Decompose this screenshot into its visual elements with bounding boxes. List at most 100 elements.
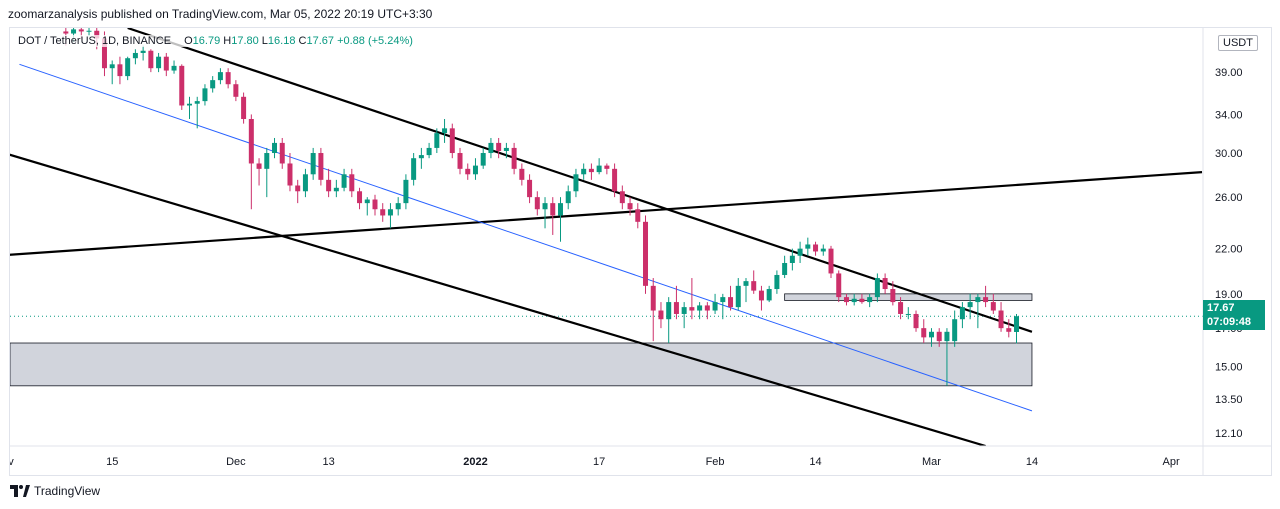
channel-upper (127, 28, 1033, 333)
x-tick-label: 15 (106, 456, 118, 468)
candle-body (967, 302, 973, 308)
y-tick-label: 26.00 (1215, 192, 1243, 204)
candle-body (341, 174, 347, 188)
candle-body (557, 203, 563, 216)
candle-body (186, 103, 192, 106)
plot-area (10, 28, 1203, 446)
candle-body (828, 248, 834, 274)
candle-body (503, 147, 509, 151)
candle-body (1006, 328, 1012, 332)
candle-body (1014, 316, 1020, 332)
candle-body (635, 209, 641, 222)
x-tick-label: Nov (10, 456, 14, 468)
candle-body (851, 298, 857, 303)
candle-body (735, 285, 741, 308)
candle-body (326, 179, 332, 192)
candle-body (387, 209, 393, 216)
candle-body (820, 248, 826, 252)
candle-body (712, 302, 718, 311)
candle-body (619, 191, 625, 204)
candle-body (604, 165, 610, 169)
candle-body (952, 319, 958, 342)
channel-lower (10, 153, 986, 446)
candle-body (874, 278, 880, 298)
candle-body (140, 50, 146, 53)
candle-body (217, 72, 223, 81)
candle-body (898, 302, 904, 314)
candle-body (959, 307, 965, 320)
candle-body (132, 52, 138, 59)
candle-body (395, 203, 401, 210)
candle-body (202, 88, 208, 102)
candle-body (349, 174, 355, 192)
candle-body (998, 310, 1004, 329)
candle-body (905, 313, 911, 315)
candle-body (588, 168, 594, 173)
candle-body (867, 297, 873, 303)
candle-body (836, 273, 842, 298)
candle-body (550, 203, 556, 216)
resistance-zone (784, 293, 1033, 301)
candle-body (78, 29, 84, 32)
x-tick-label: Mar (922, 456, 941, 468)
candle-body (728, 297, 734, 308)
y-tick-label: 19.00 (1215, 289, 1243, 301)
candle-body (936, 331, 942, 342)
candle-body (465, 168, 471, 175)
chart-legend: DOT / TetherUS, 1D, BINANCE O16.79 H17.8… (18, 35, 413, 47)
candle-body (241, 96, 247, 119)
candle-body (805, 244, 811, 249)
x-tick-label: 17 (593, 456, 605, 468)
candle-body (449, 128, 455, 154)
candle-body (882, 278, 888, 290)
candle-body (534, 197, 540, 210)
candle-body (442, 128, 448, 134)
candle-body (797, 248, 803, 256)
candle-body (612, 168, 618, 192)
x-tick-label: 2022 (463, 456, 487, 468)
y-tick-label: 39.00 (1215, 67, 1243, 79)
candle-body (426, 147, 432, 156)
last-price-value: 17.67 (1207, 302, 1235, 314)
candle-body (720, 297, 726, 303)
candle-body (542, 203, 548, 210)
legend-high: 17.80 (231, 35, 259, 47)
legend-close-label: C (298, 35, 307, 47)
y-tick-label: 22.00 (1215, 244, 1243, 256)
candle-body (279, 142, 285, 164)
y-tick-label: 30.00 (1215, 148, 1243, 160)
candle-body (272, 142, 278, 154)
candle-body (681, 307, 687, 314)
candle-body (94, 30, 100, 39)
price-chart[interactable]: 12.1013.5015.0017.0019.0022.0026.0030.00… (10, 28, 1271, 475)
candle-body (565, 191, 571, 204)
y-tick-label: 12.10 (1215, 428, 1243, 440)
candle-body (766, 289, 772, 301)
candle-body (380, 209, 386, 216)
candle-body (148, 50, 154, 69)
y-tick-label: 34.00 (1215, 109, 1243, 121)
candle-body (225, 72, 231, 85)
candle-body (472, 165, 478, 175)
candle-body (156, 56, 162, 69)
tradingview-logo-icon (10, 485, 30, 497)
candle-body (666, 302, 672, 320)
currency-button[interactable]: USDT (1218, 35, 1258, 51)
x-tick-label: Apr (1163, 456, 1180, 468)
candle-body (310, 153, 316, 175)
candle-body (163, 56, 169, 71)
chart-frame[interactable]: 12.1013.5015.0017.0019.0022.0026.0030.00… (9, 27, 1272, 476)
y-tick-label: 15.00 (1215, 362, 1243, 374)
candle-body (743, 281, 749, 286)
legend-open-label: O (184, 35, 193, 47)
candle-body (983, 297, 989, 303)
candle-body (890, 289, 896, 303)
mid-line (19, 63, 1033, 412)
candle-body (774, 274, 780, 290)
candle-body (990, 302, 996, 311)
x-tick-label: Dec (226, 456, 246, 468)
x-tick-label: 13 (322, 456, 334, 468)
candle-body (789, 255, 795, 263)
candle-body (488, 142, 494, 154)
footer-brand[interactable]: TradingView (10, 484, 100, 498)
